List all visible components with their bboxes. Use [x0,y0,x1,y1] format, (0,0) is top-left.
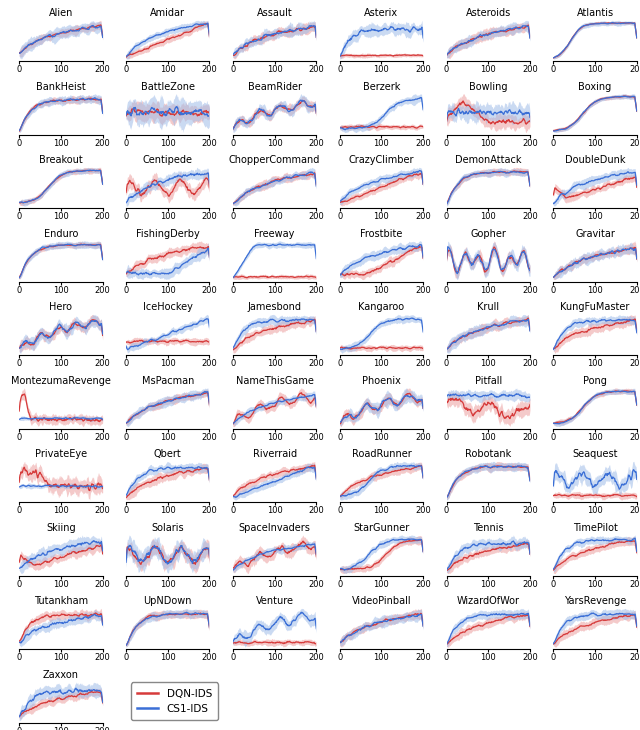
Title: Solaris: Solaris [152,523,184,533]
Legend: DQN-IDS, CS1-IDS: DQN-IDS, CS1-IDS [131,683,218,721]
Title: Amidar: Amidar [150,8,185,18]
Title: Centipede: Centipede [143,155,193,165]
Title: FishingDerby: FishingDerby [136,228,200,239]
Title: Jamesbond: Jamesbond [248,302,301,312]
Title: BankHeist: BankHeist [36,82,86,92]
Title: IceHockey: IceHockey [143,302,193,312]
Title: Venture: Venture [255,596,294,607]
Title: Freeway: Freeway [254,228,295,239]
Title: BeamRider: BeamRider [248,82,301,92]
Title: Kangaroo: Kangaroo [358,302,404,312]
Title: Tutankham: Tutankham [34,596,88,607]
Title: TimePilot: TimePilot [573,523,618,533]
Title: RoadRunner: RoadRunner [351,449,412,459]
Title: Enduro: Enduro [44,228,78,239]
Title: Atlantis: Atlantis [577,8,614,18]
Title: UpNDown: UpNDown [143,596,192,607]
Title: Zaxxon: Zaxxon [43,670,79,680]
Title: Bowling: Bowling [469,82,508,92]
Title: DemonAttack: DemonAttack [455,155,522,165]
Title: Skiing: Skiing [46,523,76,533]
Title: Pitfall: Pitfall [475,376,502,385]
Title: Seaquest: Seaquest [572,449,618,459]
Title: Robotank: Robotank [465,449,511,459]
Title: Gravitar: Gravitar [575,228,615,239]
Title: Alien: Alien [49,8,73,18]
Title: KungFuMaster: KungFuMaster [561,302,630,312]
Title: SpaceInvaders: SpaceInvaders [239,523,310,533]
Title: Gopher: Gopher [470,228,506,239]
Title: Riverraid: Riverraid [253,449,297,459]
Title: Asteroids: Asteroids [466,8,511,18]
Title: Pong: Pong [583,376,607,385]
Title: VideoPinball: VideoPinball [351,596,412,607]
Title: Qbert: Qbert [154,449,182,459]
Title: StarGunner: StarGunner [353,523,410,533]
Title: Hero: Hero [49,302,72,312]
Title: Berzerk: Berzerk [363,82,400,92]
Title: NameThisGame: NameThisGame [236,376,314,385]
Title: Phoenix: Phoenix [362,376,401,385]
Title: DoubleDunk: DoubleDunk [565,155,625,165]
Title: BattleZone: BattleZone [141,82,195,92]
Title: CrazyClimber: CrazyClimber [349,155,414,165]
Title: Tennis: Tennis [473,523,504,533]
Title: Boxing: Boxing [579,82,612,92]
Title: MontezumaRevenge: MontezumaRevenge [11,376,111,385]
Title: Asterix: Asterix [364,8,399,18]
Title: Frostbite: Frostbite [360,228,403,239]
Title: YarsRevenge: YarsRevenge [564,596,626,607]
Title: WizardOfWor: WizardOfWor [457,596,520,607]
Title: PrivateEye: PrivateEye [35,449,87,459]
Title: Assault: Assault [257,8,292,18]
Title: MsPacman: MsPacman [141,376,194,385]
Title: Breakout: Breakout [39,155,83,165]
Title: ChopperCommand: ChopperCommand [229,155,320,165]
Title: Krull: Krull [477,302,499,312]
